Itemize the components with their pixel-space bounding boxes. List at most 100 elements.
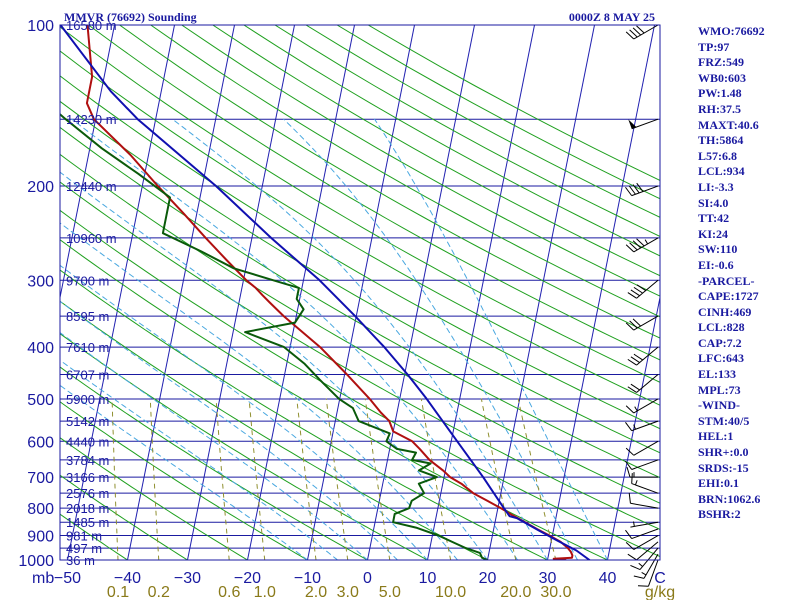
wind-barb-full bbox=[636, 25, 645, 34]
wind-barb-full bbox=[625, 541, 635, 550]
wind-barb-half bbox=[644, 239, 649, 245]
wind-barb bbox=[625, 420, 659, 432]
wind-barb-staff bbox=[636, 279, 659, 299]
wind-barb-staff bbox=[633, 237, 659, 253]
moist-adiabat-line bbox=[60, 264, 428, 560]
index-line: PW:1.48 bbox=[698, 86, 742, 101]
wind-barb-half bbox=[641, 571, 647, 576]
wind-barb-full bbox=[632, 27, 642, 36]
wind-barb-full bbox=[625, 460, 633, 470]
wind-barb-full bbox=[625, 529, 633, 539]
wind-barb-full bbox=[625, 422, 633, 431]
height-label: 12440 m bbox=[66, 179, 117, 194]
wind-barb-full bbox=[636, 182, 644, 192]
wind-barb-full bbox=[629, 242, 638, 251]
sounding-curves bbox=[60, 25, 591, 560]
height-label: 8595 m bbox=[66, 309, 109, 324]
wind-barb-full bbox=[630, 356, 640, 363]
wind-barb-full bbox=[627, 358, 637, 366]
wind-barb-full bbox=[627, 553, 637, 561]
temperature-tick-label: 0 bbox=[363, 570, 372, 587]
height-label: 10960 m bbox=[66, 231, 117, 246]
wind-barb bbox=[625, 535, 659, 550]
temperature-tick-label: 20 bbox=[479, 570, 497, 587]
index-line: WMO:76692 bbox=[698, 24, 765, 38]
wind-barb-half bbox=[633, 521, 635, 527]
temperature-unit-label: C bbox=[654, 570, 666, 587]
pressure-tick-label: 400 bbox=[27, 340, 54, 357]
mixing-ratio-unit: g/kg bbox=[645, 584, 675, 600]
mixing-ratio-label: 3.0 bbox=[337, 584, 359, 600]
wind-barb-full bbox=[632, 318, 642, 327]
index-line: LFC:643 bbox=[698, 351, 744, 366]
wind-barb bbox=[631, 473, 659, 494]
wind-barb-full bbox=[625, 322, 635, 331]
wind-barb-full bbox=[629, 29, 638, 38]
wind-barb bbox=[628, 118, 659, 130]
temperature-tick-label: 30 bbox=[539, 570, 557, 587]
mixing-ratio-label: 5.0 bbox=[379, 584, 401, 600]
moist-adiabat-line bbox=[71, 118, 518, 560]
moist-adiabat-line bbox=[60, 171, 488, 560]
mixing-ratio-line bbox=[296, 398, 317, 560]
parcel-path bbox=[60, 25, 591, 560]
wind-barb-full bbox=[625, 244, 635, 253]
dry-adiabat-line bbox=[60, 153, 660, 504]
wind-barb-half bbox=[634, 406, 638, 412]
height-label: 497 m bbox=[66, 541, 102, 556]
wind-barb-half bbox=[633, 424, 636, 430]
pressure-tick-label: 900 bbox=[27, 529, 54, 546]
index-line: SI:4.0 bbox=[698, 195, 729, 210]
dry-adiabat-line bbox=[60, 50, 660, 406]
chart-title-time: 0000Z 8 MAY 25 bbox=[569, 10, 655, 24]
mixing-ratio-label: 0.2 bbox=[148, 584, 170, 600]
wind-barb bbox=[625, 315, 659, 331]
wind-barb bbox=[630, 521, 659, 528]
mixing-ratio-line bbox=[325, 398, 349, 560]
dry-adiabat-line bbox=[60, 239, 608, 560]
dry-adiabat-line bbox=[60, 366, 368, 560]
pressure-tick-label: 600 bbox=[27, 434, 54, 451]
wind-barb-staff bbox=[633, 535, 659, 550]
dry-adiabat-line bbox=[60, 401, 308, 560]
isotherm-line bbox=[60, 25, 115, 301]
isotherm-line bbox=[307, 25, 415, 560]
wind-barb bbox=[625, 398, 659, 414]
temperature-tick-label: −40 bbox=[114, 570, 141, 587]
wind-barb bbox=[625, 459, 659, 470]
index-line: FRZ:549 bbox=[698, 55, 744, 70]
height-label: 2576 m bbox=[66, 486, 109, 501]
chart-title-station: MMVR (76692) Sounding bbox=[64, 10, 197, 24]
wind-barb-full bbox=[625, 186, 633, 196]
wind-barb-full bbox=[636, 284, 647, 291]
wind-barb-full bbox=[630, 383, 640, 391]
pressure-unit-label: mb bbox=[32, 570, 54, 587]
index-line: SHR+:0.0 bbox=[698, 445, 749, 460]
index-line: L57:6.8 bbox=[698, 148, 737, 163]
wind-barb-staff bbox=[636, 541, 659, 561]
wind-barb bbox=[630, 547, 659, 570]
pressure-tick-label: 1000 bbox=[18, 553, 54, 570]
index-line: MPL:73 bbox=[698, 382, 741, 397]
pressure-tick-label: 700 bbox=[27, 470, 54, 487]
isotherm-line bbox=[67, 25, 175, 560]
pressure-tick-label: 800 bbox=[27, 501, 54, 518]
dry-adiabat-line bbox=[60, 100, 660, 454]
mixing-ratio-line bbox=[480, 398, 517, 560]
moist-adiabat-line bbox=[60, 359, 338, 560]
dry-adiabat-line bbox=[212, 25, 660, 277]
wind-barb-staff bbox=[633, 398, 659, 414]
index-line: KI:24 bbox=[698, 226, 728, 241]
height-label: 2018 m bbox=[66, 501, 109, 516]
dry-adiabat-line bbox=[60, 513, 128, 560]
wind-barb bbox=[625, 237, 659, 253]
temperature-profile bbox=[85, 25, 574, 560]
mixing-ratio-line bbox=[215, 398, 230, 560]
wind-barb-staff bbox=[633, 315, 659, 331]
index-line: -WIND- bbox=[698, 398, 740, 413]
mixing-ratio-label: 1.0 bbox=[254, 584, 276, 600]
wind-barb-full bbox=[627, 386, 637, 393]
dry-adiabat-line bbox=[60, 333, 428, 560]
